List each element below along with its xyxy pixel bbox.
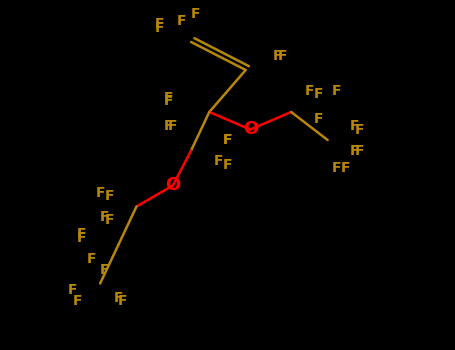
Text: F: F: [223, 158, 232, 172]
Text: F: F: [155, 18, 164, 32]
Text: F: F: [86, 252, 96, 266]
Text: F: F: [350, 119, 359, 133]
Text: F: F: [223, 133, 232, 147]
Text: F: F: [332, 161, 341, 175]
Text: F: F: [314, 112, 323, 126]
Text: F: F: [223, 133, 232, 147]
Text: F: F: [278, 49, 287, 63]
Text: F: F: [68, 284, 77, 298]
Text: F: F: [100, 262, 109, 276]
Text: F: F: [350, 144, 359, 158]
Text: F: F: [105, 214, 114, 228]
Text: F: F: [164, 119, 173, 133]
Text: F: F: [100, 210, 109, 224]
Text: O: O: [165, 176, 181, 195]
Text: F: F: [155, 21, 164, 35]
Text: F: F: [114, 290, 123, 304]
Text: F: F: [314, 88, 323, 102]
Text: F: F: [305, 84, 314, 98]
Text: F: F: [164, 94, 173, 108]
Text: F: F: [164, 91, 173, 105]
Text: F: F: [73, 294, 82, 308]
Text: F: F: [118, 294, 127, 308]
Text: F: F: [105, 189, 114, 203]
Text: F: F: [191, 7, 200, 21]
Text: F: F: [177, 14, 187, 28]
Text: F: F: [77, 231, 86, 245]
Text: O: O: [243, 120, 258, 139]
Text: F: F: [77, 228, 86, 241]
Text: F: F: [332, 84, 341, 98]
Text: F: F: [355, 122, 364, 136]
Text: F: F: [355, 144, 364, 158]
Text: F: F: [168, 119, 177, 133]
Text: F: F: [214, 154, 223, 168]
Text: F: F: [96, 186, 105, 199]
Text: F: F: [273, 49, 282, 63]
Text: F: F: [341, 161, 350, 175]
